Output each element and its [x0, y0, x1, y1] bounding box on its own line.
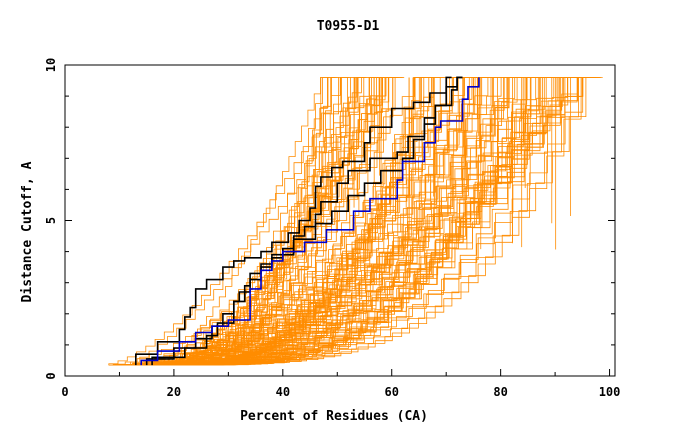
y-tick-label: 10: [44, 58, 58, 72]
y-tick-label: 5: [44, 217, 58, 224]
model-curve: [158, 77, 505, 366]
model-curve: [124, 77, 477, 366]
model-curve: [159, 77, 395, 366]
y-tick-label: 0: [44, 372, 58, 379]
model-curve: [143, 77, 366, 366]
model-curve: [158, 77, 389, 366]
model-curve: [168, 77, 405, 366]
model-curve: [178, 77, 541, 366]
x-tick-label: 100: [599, 385, 621, 399]
x-tick-label: 80: [493, 385, 507, 399]
model-curve: [176, 77, 391, 366]
x-axis-label: Percent of Residues (CA): [240, 409, 428, 424]
x-tick-label: 20: [167, 385, 181, 399]
y-axis-label: Distance Cutoff, A: [20, 161, 35, 302]
x-tick-label: 40: [276, 385, 290, 399]
model-curve: [130, 77, 371, 366]
model-lines: [108, 77, 603, 366]
model-curve: [144, 77, 522, 366]
x-tick-label: 60: [385, 385, 399, 399]
model-curve: [158, 77, 396, 366]
model-curve: [161, 77, 327, 366]
model-curve: [184, 77, 517, 366]
model-curve: [108, 77, 350, 366]
model-curve: [128, 77, 347, 366]
model-curve: [168, 77, 551, 366]
model-curve: [144, 77, 386, 366]
blue-series-line: [140, 77, 480, 366]
chart-title: T0955-D1: [317, 19, 380, 34]
highlighted-lines: [135, 76, 480, 366]
model-curve: [136, 77, 335, 366]
x-tick-label: 0: [61, 385, 68, 399]
black-series-line: [135, 76, 452, 366]
axes: 0 20 40 60 80 100 0 5 10: [44, 58, 620, 399]
